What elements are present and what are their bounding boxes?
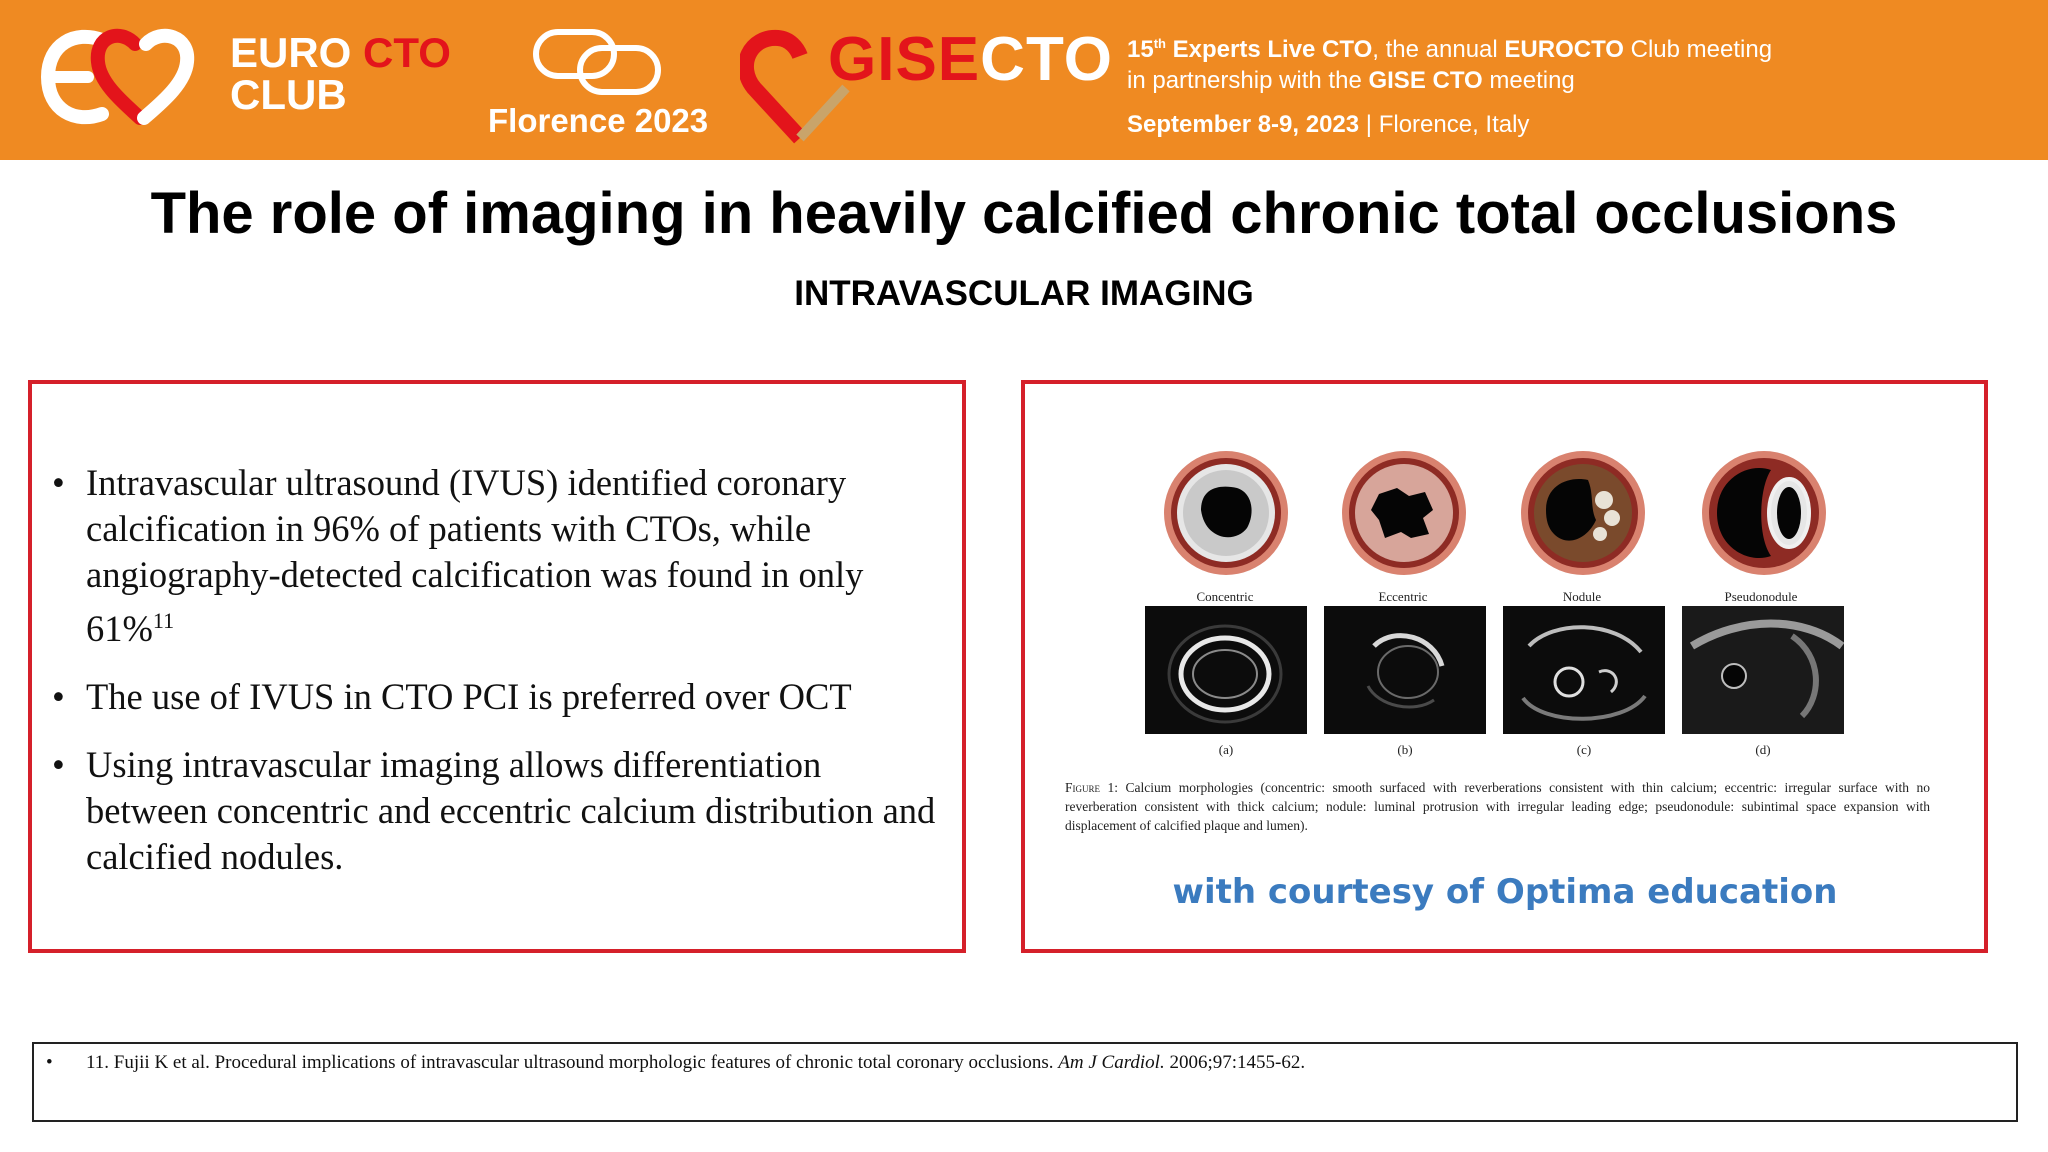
ivus-pseudonodule-image <box>1682 606 1844 734</box>
figure-label-concentric: Concentric <box>1196 589 1254 604</box>
eurocto-club-wordmark: EURO CTO CLUB <box>230 32 451 116</box>
concentric-schematic-image <box>1164 451 1288 575</box>
figure-caption-text: Calcium morphologies (concentric: smooth… <box>1065 780 1930 833</box>
event-info-text: , the annual <box>1372 36 1505 63</box>
event-info-line-2: in partnership with the GISE CTO meeting <box>1127 65 2037 96</box>
event-info-text: meeting <box>1482 67 1575 94</box>
gise-heart-icon <box>740 30 850 144</box>
bullet-text: Intravascular ultrasound (IVUS) identifi… <box>86 462 864 650</box>
reference-box: • 11. Fujii K et al. Procedural implicati… <box>32 1042 2018 1122</box>
bullet-points-box: Intravascular ultrasound (IVUS) identifi… <box>28 380 966 953</box>
reference-item: • 11. Fujii K et al. Procedural implicati… <box>46 1052 1305 1074</box>
citation-superscript: 11 <box>152 608 175 633</box>
bullet-text: The use of IVUS in CTO PCI is preferred … <box>86 676 852 718</box>
event-info-text: Club meeting <box>1623 36 1773 63</box>
cto-word: CTO <box>363 29 451 76</box>
figure-letter-a: (a) <box>1218 742 1234 757</box>
gise-word: GISE <box>828 25 981 94</box>
linked-rings-icon <box>533 29 661 95</box>
bullet-text: Using intravascular imaging allows diffe… <box>86 744 936 878</box>
club-word: CLUB <box>230 71 347 118</box>
gise-cto-word: CTO <box>980 25 1113 94</box>
figure-letter-b: (b) <box>1397 742 1413 757</box>
event-info: 15th Experts Live CTO, the annual EUROCT… <box>1127 28 2037 140</box>
edition-suffix: th <box>1153 36 1166 51</box>
figure-caption: Figure 1: Calcium morphologies (concentr… <box>1065 778 1930 835</box>
figure-label-pseudonodule: Pseudonodule <box>1724 589 1798 604</box>
gise-cto-name: GISE CTO <box>1368 67 1483 94</box>
gisecto-logo: GISECTO <box>740 18 1112 148</box>
header-banner: EURO CTO CLUB Florence 2023 GISECTO 15th… <box>0 0 2048 160</box>
bullet-item: The use of IVUS in CTO PCI is preferred … <box>52 674 936 720</box>
gisecto-wordmark: GISECTO <box>828 24 1113 95</box>
event-name: Experts Live CTO <box>1165 36 1373 63</box>
pseudonodule-schematic-image <box>1702 451 1826 575</box>
florence-2023-logo: Florence 2023 <box>470 20 730 140</box>
ivus-eccentric-image <box>1324 606 1486 734</box>
reference-bullet: • <box>46 1052 53 1073</box>
ivus-concentric-image <box>1145 606 1307 734</box>
bullet-list: Intravascular ultrasound (IVUS) identifi… <box>52 460 936 902</box>
figure-label-eccentric: Eccentric <box>1378 589 1428 604</box>
slide-subtitle: INTRAVASCULAR IMAGING <box>794 274 1254 313</box>
eurocto-club-logo: EURO CTO CLUB <box>40 22 490 132</box>
edition-number: 15 <box>1127 36 1154 63</box>
reference-text: 11. Fujii K et al. Procedural implicatio… <box>86 1052 1059 1073</box>
courtesy-note: with courtesy of Optima education <box>1172 872 1838 912</box>
euro-word: EURO <box>230 29 352 76</box>
eurocto-heart-icon <box>40 28 195 125</box>
event-location: | Florence, Italy <box>1359 111 1530 138</box>
eccentric-schematic-image <box>1342 451 1466 575</box>
reference-citation: 2006;97:1455-62. <box>1164 1052 1306 1073</box>
slide-title: The role of imaging in heavily calcified… <box>150 181 1898 246</box>
figure-box: Concentric Eccentric Nodule Pseudonodule… <box>1021 380 1988 953</box>
ivus-nodule-image <box>1503 606 1665 734</box>
event-date: September 8-9, 2023 <box>1127 111 1360 138</box>
florence-2023-text: Florence 2023 <box>488 102 709 139</box>
reference-journal: Am J Cardiol. <box>1058 1052 1165 1073</box>
bullet-item: Using intravascular imaging allows diffe… <box>52 742 936 880</box>
nodule-schematic-image <box>1521 451 1645 575</box>
figure-caption-head: Figure 1: <box>1065 780 1119 795</box>
eurocto-name: EUROCTO <box>1504 36 1624 63</box>
figure-label-nodule: Nodule <box>1562 589 1602 604</box>
event-info-text: in partnership with the <box>1127 67 1369 94</box>
figure-letter-d: (d) <box>1755 742 1771 757</box>
bullet-item: Intravascular ultrasound (IVUS) identifi… <box>52 460 936 652</box>
figure-letter-c: (c) <box>1576 742 1592 757</box>
event-info-line-1: 15th Experts Live CTO, the annual EUROCT… <box>1127 28 2037 65</box>
event-info-line-3: September 8-9, 2023 | Florence, Italy <box>1127 110 2037 140</box>
